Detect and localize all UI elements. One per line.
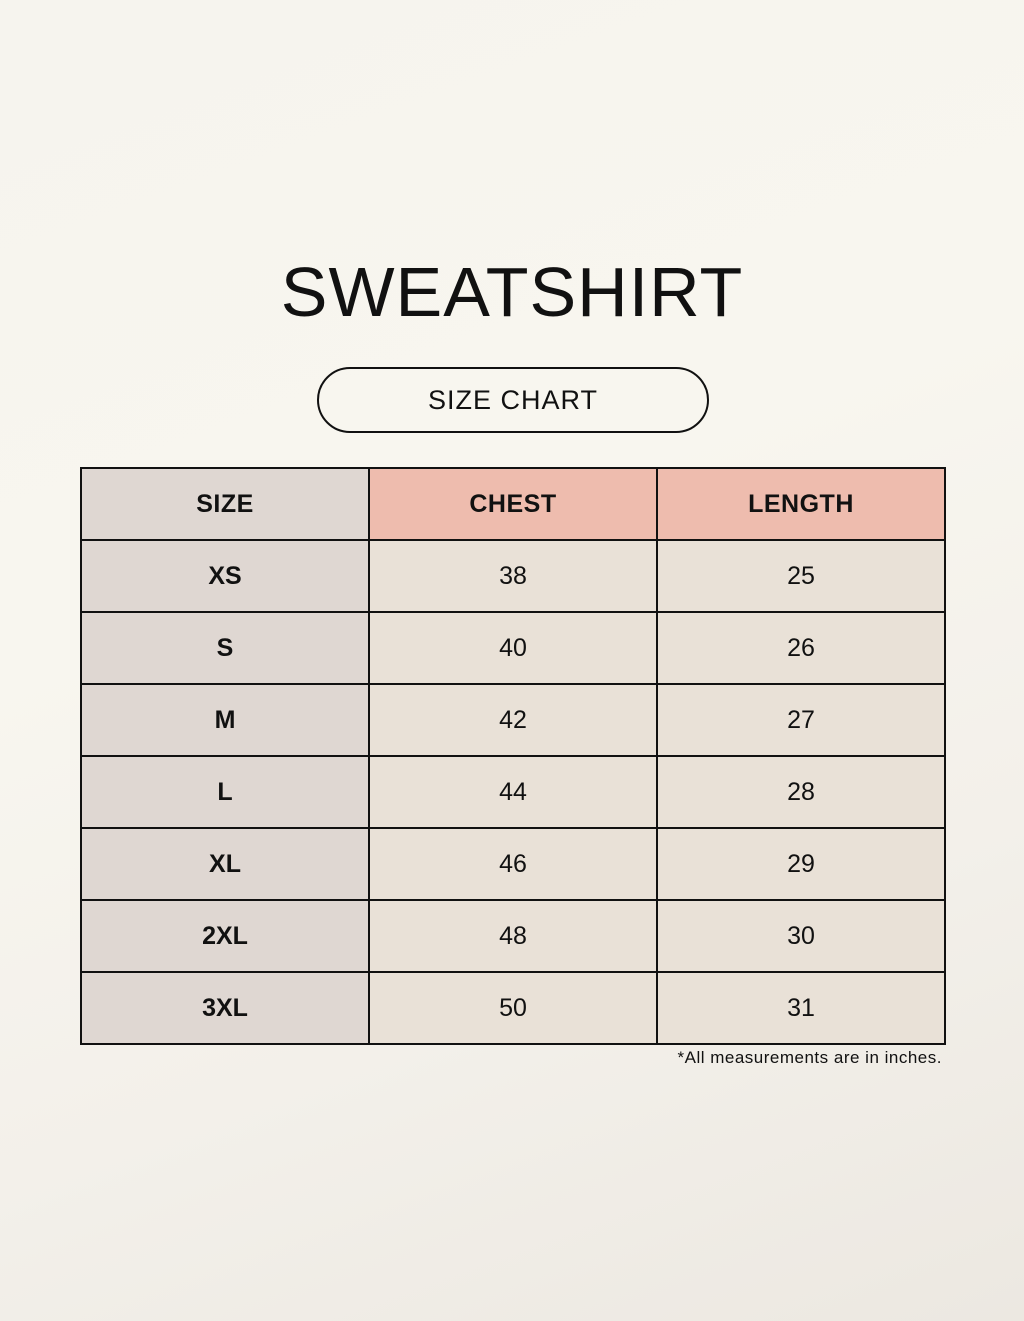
header-length: LENGTH [656, 467, 946, 541]
table-row: 2XL 48 30 [80, 899, 946, 973]
cell-size: M [80, 683, 370, 757]
cell-length: 26 [656, 611, 946, 685]
cell-length: 27 [656, 683, 946, 757]
table-row: M 42 27 [80, 683, 946, 757]
cell-size: XL [80, 827, 370, 901]
cell-chest: 40 [368, 611, 658, 685]
size-chart-badge: SIZE CHART [317, 367, 709, 433]
table-row: XL 46 29 [80, 827, 946, 901]
table-row: L 44 28 [80, 755, 946, 829]
cell-size: S [80, 611, 370, 685]
table-row: S 40 26 [80, 611, 946, 685]
header-chest: CHEST [368, 467, 658, 541]
cell-chest: 48 [368, 899, 658, 973]
header-size: SIZE [80, 467, 370, 541]
cell-size: 3XL [80, 971, 370, 1045]
header-row: SIZE CHEST LENGTH [80, 467, 946, 541]
cell-chest: 42 [368, 683, 658, 757]
cell-size: 2XL [80, 899, 370, 973]
footnote: *All measurements are in inches. [677, 1048, 942, 1067]
cell-length: 31 [656, 971, 946, 1045]
cell-chest: 38 [368, 539, 658, 613]
table-row: XS 38 25 [80, 539, 946, 613]
cell-length: 25 [656, 539, 946, 613]
cell-length: 28 [656, 755, 946, 829]
size-table: SIZE CHEST LENGTH XS 38 25 S 40 26 M 42 27 L 44 28 X… [80, 467, 946, 1045]
cell-length: 29 [656, 827, 946, 901]
cell-length: 30 [656, 899, 946, 973]
cell-size: XS [80, 539, 370, 613]
cell-size: L [80, 755, 370, 829]
page-title: SWEATSHIRT [280, 253, 744, 331]
cell-chest: 50 [368, 971, 658, 1045]
table-row: 3XL 50 31 [80, 971, 946, 1045]
cell-chest: 44 [368, 755, 658, 829]
cell-chest: 46 [368, 827, 658, 901]
